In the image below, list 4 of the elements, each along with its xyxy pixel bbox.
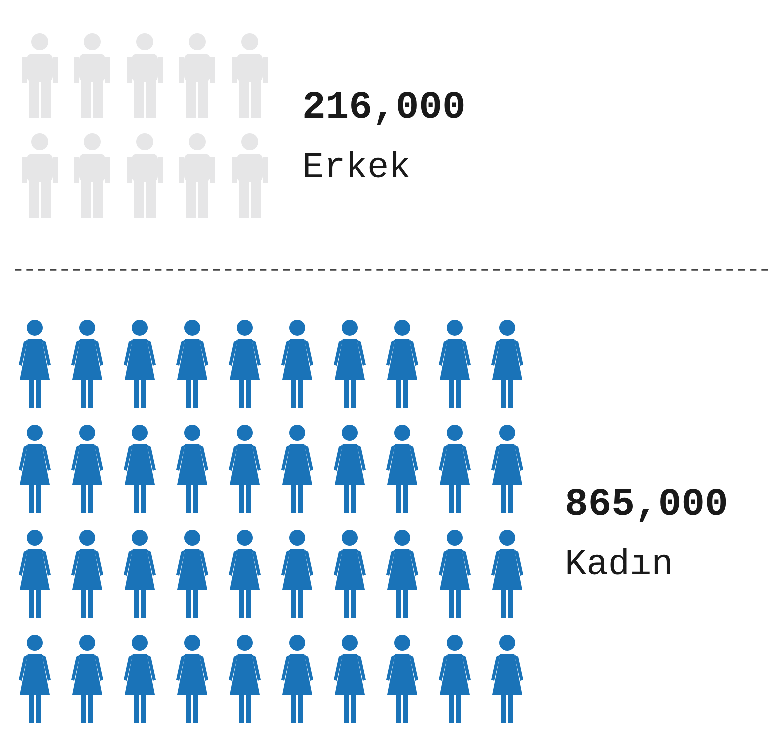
data-label: 216,000 bbox=[304, 92, 464, 125]
category-label: Erkek bbox=[305, 151, 410, 178]
category-label: Kadın bbox=[568, 548, 670, 575]
data-label: 865,000 bbox=[567, 489, 726, 522]
